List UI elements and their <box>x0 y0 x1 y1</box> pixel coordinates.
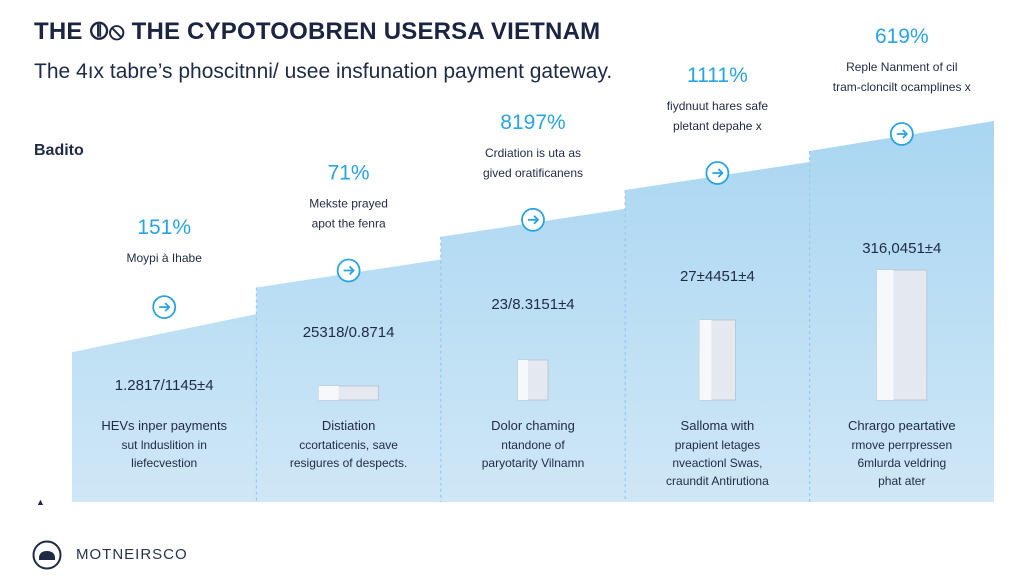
stack-block-highlight <box>518 360 528 400</box>
globe-icon-glyph <box>528 215 540 225</box>
percent-label: 71% <box>328 162 370 185</box>
callout-text: apot the fenra <box>312 217 386 231</box>
caption-title: Dolor chaming <box>491 418 575 433</box>
footer-brand: MOTNEIRSCO <box>76 546 188 563</box>
caption-title: Distiation <box>322 418 375 433</box>
swap-icon-glyph <box>159 302 171 312</box>
caption-line: ccortaticenis, save <box>299 438 398 452</box>
page-subtitle: The 4ıx tabre’s phoscitnni/ usee insfuna… <box>34 60 613 83</box>
callout-text: Crdiation is uta as <box>485 146 581 160</box>
value-label: 1.2817/1145±4 <box>115 377 214 394</box>
stack-block-highlight <box>318 386 339 400</box>
stack-block-highlight <box>699 320 712 400</box>
caption-line: liefecvestion <box>131 456 197 470</box>
percent-label: 151% <box>137 216 191 239</box>
caret-up-icon: ▲ <box>36 497 45 507</box>
caption-line: resigures of despects. <box>290 456 407 470</box>
caption-line: prapient letages <box>675 438 760 452</box>
caption-line: ntandone of <box>501 438 565 452</box>
page-title: THE ⦷⦸ THE CYPOTOOBREN USERSA VIETNAM <box>34 18 601 45</box>
arrow-right-icon-glyph <box>712 168 724 178</box>
value-label: 25318/0.8714 <box>303 324 395 341</box>
callout-text: pletant depahe x <box>673 119 762 133</box>
callout-text: Moypi à Ihabe <box>127 251 203 265</box>
value-label: 316,0451±4 <box>862 240 941 257</box>
callout-text: Reple Nanment of cil <box>846 60 957 74</box>
cycle-icon-glyph <box>343 265 355 276</box>
callout-text: fiydnuut hares safe <box>667 99 769 113</box>
callout-text: Mekste prayed <box>309 197 388 211</box>
caption-title: Chrargo peartative <box>848 418 956 433</box>
caption-line: 6mlurda veldring <box>857 456 946 470</box>
caption-title: Salloma with <box>681 418 755 433</box>
caption-line: craundit Antirutiona <box>666 474 769 488</box>
value-label: 27±4451±4 <box>680 268 755 285</box>
car-logo-icon <box>32 540 62 570</box>
stack-block-highlight <box>876 270 894 400</box>
arrow-right-icon-glyph <box>896 129 909 139</box>
callout-text: tram-cloncilt ocamplines x <box>833 80 971 94</box>
caption-line: phat ater <box>878 474 925 488</box>
area-series <box>72 121 994 502</box>
side-label: Badito <box>34 142 84 159</box>
caption-title: HEVs inper payments <box>101 418 227 433</box>
value-label: 23/8.3151±4 <box>491 296 574 313</box>
percent-label: 619% <box>875 25 929 48</box>
caption-line: rmove perrpressen <box>851 438 952 452</box>
percent-label: 8197% <box>500 111 565 134</box>
caption-line: paryotarity Vilnamn <box>482 456 585 470</box>
callout-text: gived oratificanens <box>483 166 583 180</box>
caption-line: sut lnduslition in <box>122 438 207 452</box>
caption-line: nveactionl Swas, <box>672 456 762 470</box>
percent-label: 1111% <box>687 64 748 87</box>
